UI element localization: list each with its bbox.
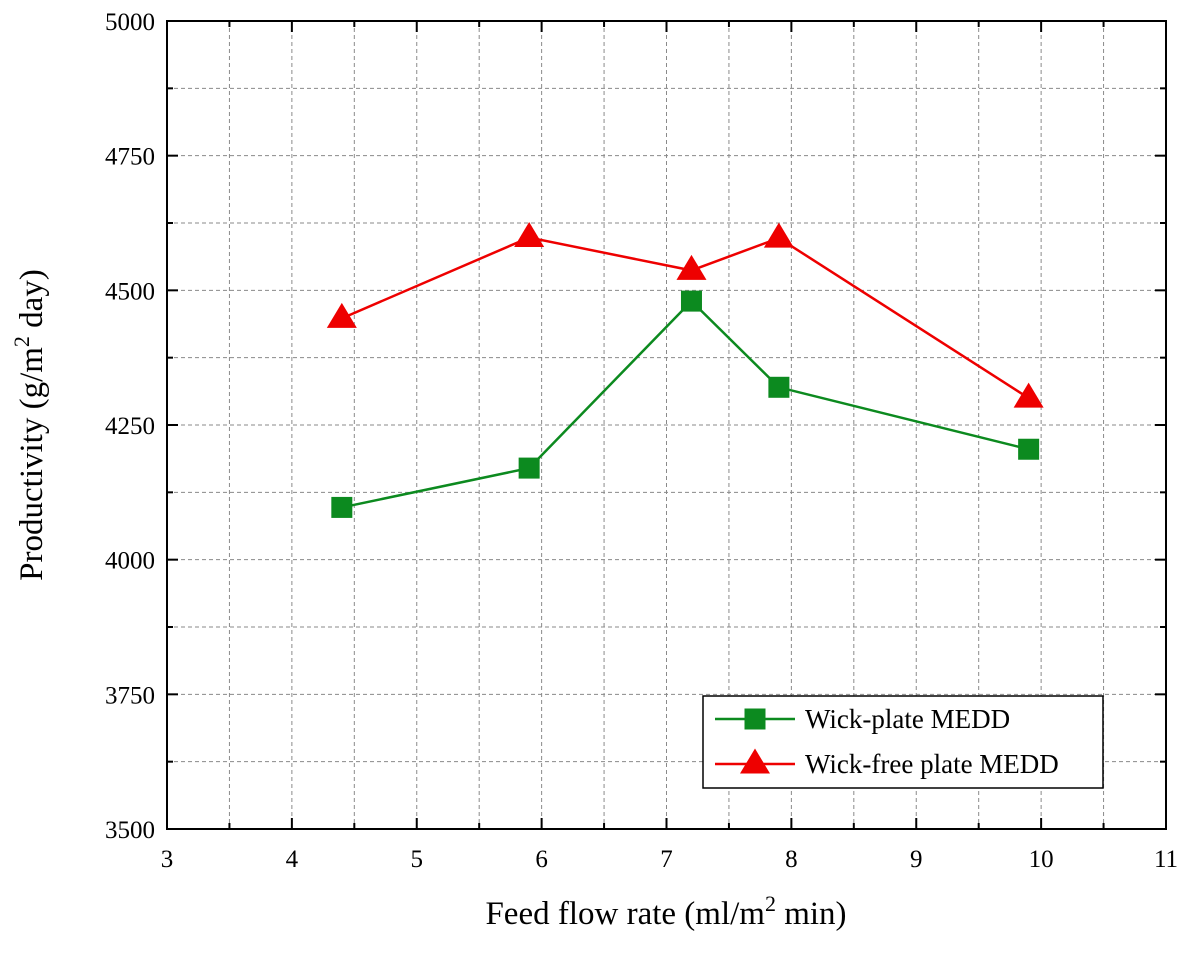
- y-axis-title-superscript: 2: [9, 336, 34, 347]
- y-tick-label: 4250: [105, 413, 155, 440]
- y-axis-title-tail: day): [14, 269, 50, 336]
- y-tick-label: 3500: [105, 817, 155, 844]
- x-tick-label: 6: [535, 846, 548, 873]
- data-point-wick-free-plate-medd: [763, 222, 794, 248]
- data-point-wick-free-plate-medd: [1013, 382, 1044, 408]
- x-tick-label: 10: [1029, 846, 1054, 873]
- x-axis-title-tail: min): [776, 896, 847, 932]
- legend-box: [702, 695, 1104, 789]
- x-tick-label: 11: [1154, 846, 1178, 873]
- data-point-wick-plate-medd: [518, 457, 540, 479]
- x-axis-title: Feed flow rate (ml/m2 min): [485, 891, 846, 932]
- data-point-wick-free-plate-medd: [514, 222, 545, 248]
- data-point-wick-free-plate-medd: [676, 254, 707, 280]
- y-tick-label: 5000: [105, 9, 155, 36]
- data-point-wick-plate-medd: [680, 290, 702, 312]
- x-tick-label: 5: [411, 846, 424, 873]
- series-group: [326, 222, 1044, 518]
- data-point-wick-free-plate-medd: [326, 302, 357, 328]
- x-axis-title-main: Feed flow rate (ml/m: [485, 896, 765, 932]
- y-axis-title-main: Productivity (g/m: [14, 347, 50, 581]
- y-tick-label: 4000: [105, 548, 155, 575]
- x-axis-title-superscript: 2: [765, 891, 776, 916]
- legend-label: Wick-plate MEDD: [805, 704, 1010, 734]
- x-tick-label: 7: [660, 846, 673, 873]
- data-point-wick-plate-medd: [1018, 438, 1040, 460]
- data-point-wick-plate-medd: [768, 376, 790, 398]
- data-point-wick-plate-medd: [331, 496, 353, 518]
- series-line-wick-free-plate-medd: [341, 236, 1030, 400]
- legend-marker: [740, 748, 770, 774]
- legend-label: Wick-free plate MEDD: [805, 749, 1059, 779]
- legend: Wick-plate MEDD Wick-free plate MEDD: [702, 695, 1104, 789]
- y-tick-label: 3750: [105, 682, 155, 709]
- axis-ticks: 3 4 5 6 7 8 9 10 11 3500 3750 4000 4250 4500 4750 5000: [105, 9, 1178, 873]
- x-tick-label: 4: [286, 846, 299, 873]
- x-tick-label: 3: [161, 846, 174, 873]
- x-tick-label: 9: [910, 846, 923, 873]
- y-axis-title: Productivity (g/m2 day): [9, 269, 50, 581]
- y-tick-label: 4500: [105, 278, 155, 305]
- legend-marker: [744, 708, 766, 730]
- y-tick-label: 4750: [105, 144, 155, 171]
- grid-lines: [167, 21, 1166, 829]
- x-tick-label: 8: [785, 846, 798, 873]
